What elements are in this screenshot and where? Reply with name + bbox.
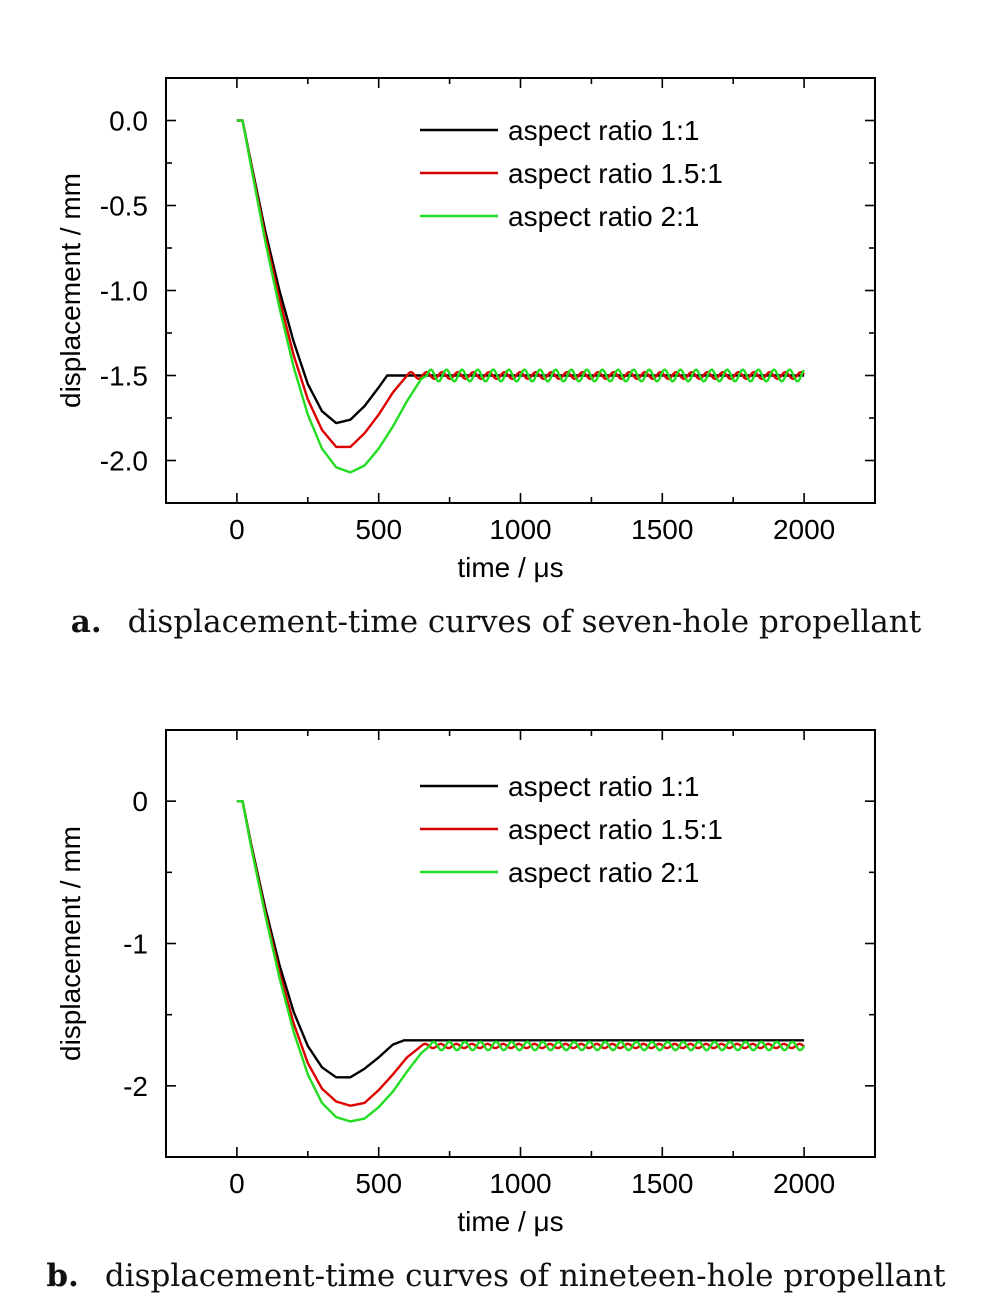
- chart-nineteen-hole: 0 500 1000 1500 2000 0 -1 -2 time / μs displaceme…: [55, 729, 876, 1237]
- x-tick-label: 1500: [631, 514, 693, 545]
- legend-label-2: aspect ratio 1.5:1: [508, 814, 723, 845]
- x-tick-label: 2000: [773, 514, 835, 545]
- y-axis-title: displacement / mm: [55, 826, 86, 1061]
- legend-label-3: aspect ratio 2:1: [508, 201, 699, 232]
- y-tick-label: 0.0: [109, 106, 148, 137]
- y-tick-label: -1.0: [100, 276, 148, 307]
- x-axis-title: time / μs: [457, 552, 563, 583]
- series-line-1: [236, 799, 805, 1079]
- x-tick-label: 500: [355, 514, 402, 545]
- caption-b-text: displacement-time curves of nineteen-hol…: [104, 1258, 946, 1294]
- x-tick-label: 1000: [489, 514, 551, 545]
- chart-seven-hole: 0 500 1000 1500 2000 0.0 -0.5 -1.0 -1.5 -2.0 time …: [55, 77, 876, 583]
- y-tick-label: -0.5: [100, 191, 148, 222]
- x-tick-label: 1500: [631, 1168, 693, 1199]
- x-tick-label: 2000: [773, 1168, 835, 1199]
- series-line-3: [236, 119, 806, 474]
- y-tick-label: -2: [123, 1071, 148, 1102]
- y-tick-label: -1: [123, 929, 148, 960]
- x-tick-label: 0: [229, 1168, 245, 1199]
- series-line-3: [236, 799, 806, 1123]
- x-tick-label: 500: [355, 1168, 402, 1199]
- x-axis-title: time / μs: [457, 1206, 563, 1237]
- y-tick-label: -2.0: [100, 446, 148, 477]
- caption-b: b. displacement-time curves of nineteen-h…: [0, 1258, 992, 1294]
- legend-label-3: aspect ratio 2:1: [508, 857, 699, 888]
- legend-label-1: aspect ratio 1:1: [508, 771, 699, 802]
- y-axis-title: displacement / mm: [55, 173, 86, 408]
- caption-b-letter: b.: [46, 1258, 79, 1294]
- y-tick-label: 0: [132, 786, 148, 817]
- series-line-2: [236, 799, 805, 1107]
- legend-label-1: aspect ratio 1:1: [508, 115, 699, 146]
- caption-a-text: displacement-time curves of seven-hole p…: [127, 604, 922, 640]
- legend-label-2: aspect ratio 1.5:1: [508, 158, 723, 189]
- caption-a-letter: a.: [70, 604, 102, 640]
- caption-a: a. displacement-time curves of seven-hole…: [0, 604, 992, 640]
- x-tick-label: 0: [229, 514, 245, 545]
- x-tick-label: 1000: [489, 1168, 551, 1199]
- y-tick-label: -1.5: [100, 361, 148, 392]
